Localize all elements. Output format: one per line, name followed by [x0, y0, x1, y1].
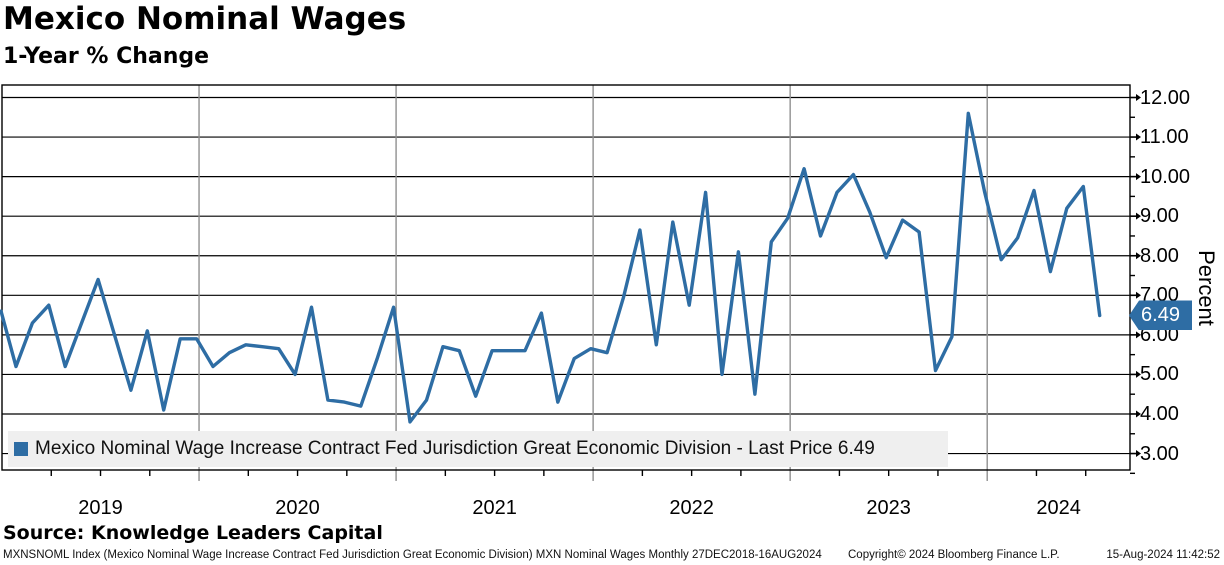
page-title: Mexico Nominal Wages — [3, 1, 407, 37]
chart-legend: Mexico Nominal Wage Increase Contract Fe… — [8, 431, 948, 467]
y-axis-tick-label: 12.00 — [1140, 86, 1191, 109]
chart-subtitle: 1-Year % Change — [3, 44, 210, 69]
x-axis-year-label: 2019 — [78, 497, 123, 519]
source-line: Source: Knowledge Leaders Capital — [3, 522, 383, 544]
y-axis-title: Percent — [1193, 250, 1219, 326]
y-axis-tick-label: 8.00 — [1140, 244, 1179, 267]
footer-timestamp: 15-Aug-2024 11:42:52 — [1106, 549, 1220, 561]
x-axis-year-label: 2020 — [275, 497, 320, 519]
y-axis-tick-label: 5.00 — [1140, 363, 1179, 386]
footer-ticker-info: MXNSNOML Index (Mexico Nominal Wage Incr… — [3, 549, 822, 561]
x-axis-year-label: 2022 — [669, 497, 714, 519]
legend-swatch-icon — [14, 442, 28, 456]
x-axis-year-label: 2021 — [472, 497, 517, 519]
y-axis-tick-label: 11.00 — [1140, 126, 1189, 149]
x-axis-year-label: 2024 — [1036, 497, 1081, 519]
y-axis-tick-label: 4.00 — [1140, 402, 1179, 425]
y-axis-tick-label: 10.00 — [1140, 165, 1191, 188]
footer-copyright: Copyright© 2024 Bloomberg Finance L.P. — [848, 549, 1060, 561]
x-axis-year-label: 2023 — [866, 497, 911, 519]
legend-label: Mexico Nominal Wage Increase Contract Fe… — [35, 438, 875, 459]
y-axis-tick-label: 9.00 — [1140, 205, 1179, 228]
last-price-badge: 6.49 — [1129, 300, 1192, 331]
y-axis-tick-label: 3.00 — [1140, 442, 1179, 465]
